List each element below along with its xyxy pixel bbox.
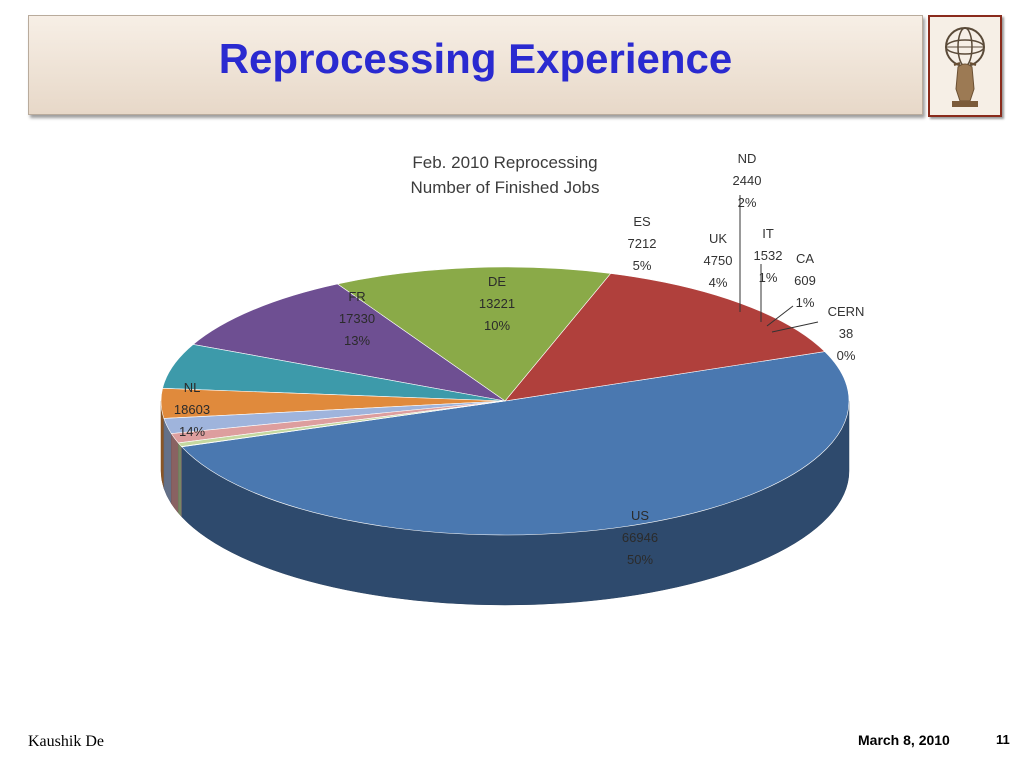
label-es-name: ES bbox=[633, 214, 651, 229]
label-de-value: 13221 bbox=[479, 296, 515, 311]
label-nd-value: 2440 bbox=[733, 173, 762, 188]
label-it-name: IT bbox=[762, 226, 774, 241]
label-uk-name: UK bbox=[709, 231, 727, 246]
footer-author: Kaushik De bbox=[28, 733, 104, 750]
label-us-value: 66946 bbox=[622, 530, 658, 545]
label-cern-percent: 0% bbox=[837, 348, 856, 363]
label-es-percent: 5% bbox=[633, 258, 652, 273]
footer-date: March 8, 2010 bbox=[858, 732, 950, 748]
pie-slice-de bbox=[192, 283, 506, 402]
pie-side-it bbox=[171, 432, 179, 514]
pie-side-ca bbox=[178, 442, 182, 518]
label-ca-percent: 1% bbox=[796, 295, 815, 310]
label-cern-value: 38 bbox=[839, 326, 853, 341]
label-nl-value: 18603 bbox=[174, 402, 210, 417]
label-uk-value: 4750 bbox=[704, 253, 733, 268]
atlas-logo bbox=[928, 15, 1002, 117]
label-us-percent: 50% bbox=[627, 552, 653, 567]
label-fr-percent: 13% bbox=[344, 333, 370, 348]
title-banner: Reprocessing Experience bbox=[28, 15, 923, 115]
label-ca-name: CA bbox=[796, 251, 814, 266]
leader-line-cern bbox=[771, 321, 819, 333]
label-de-name: DE bbox=[488, 274, 506, 289]
label-fr-name: FR bbox=[348, 289, 365, 304]
label-nd-percent: 2% bbox=[738, 195, 757, 210]
label-us-name: US bbox=[631, 508, 649, 523]
label-it-percent: 1% bbox=[759, 270, 778, 285]
atlas-statue-icon bbox=[945, 27, 985, 107]
label-ca-value: 609 bbox=[794, 273, 816, 288]
pie-side-walls bbox=[160, 400, 850, 606]
label-nd-name: ND bbox=[738, 151, 757, 166]
label-cern-name: CERN bbox=[828, 304, 865, 319]
label-de-percent: 10% bbox=[484, 318, 510, 333]
pie-slice-fr bbox=[336, 266, 612, 402]
label-nl-name: NL bbox=[184, 380, 201, 395]
label-nl-percent: 14% bbox=[179, 424, 205, 439]
label-uk-percent: 4% bbox=[709, 275, 728, 290]
chart-title: Feb. 2010 Reprocessing Number of Finishe… bbox=[370, 150, 640, 200]
pie-slice-us bbox=[181, 351, 850, 536]
pie-data-labels: US 66946 50% NL 18603 14% FR 17330 13% DE 13221 10%… bbox=[174, 151, 865, 567]
pie-top-faces bbox=[160, 266, 850, 536]
chart-title-line-1: Feb. 2010 Reprocessing bbox=[412, 153, 598, 172]
pie-slice-cern bbox=[180, 400, 506, 448]
chart-title-line-2: Number of Finished Jobs bbox=[410, 178, 600, 197]
leader-line-ca bbox=[766, 305, 794, 327]
label-es-value: 7212 bbox=[628, 236, 657, 251]
label-fr-value: 17330 bbox=[339, 311, 375, 326]
page-number: 11 bbox=[996, 732, 1010, 747]
label-it-value: 1532 bbox=[754, 248, 783, 263]
slide-title: Reprocessing Experience bbox=[218, 35, 733, 82]
